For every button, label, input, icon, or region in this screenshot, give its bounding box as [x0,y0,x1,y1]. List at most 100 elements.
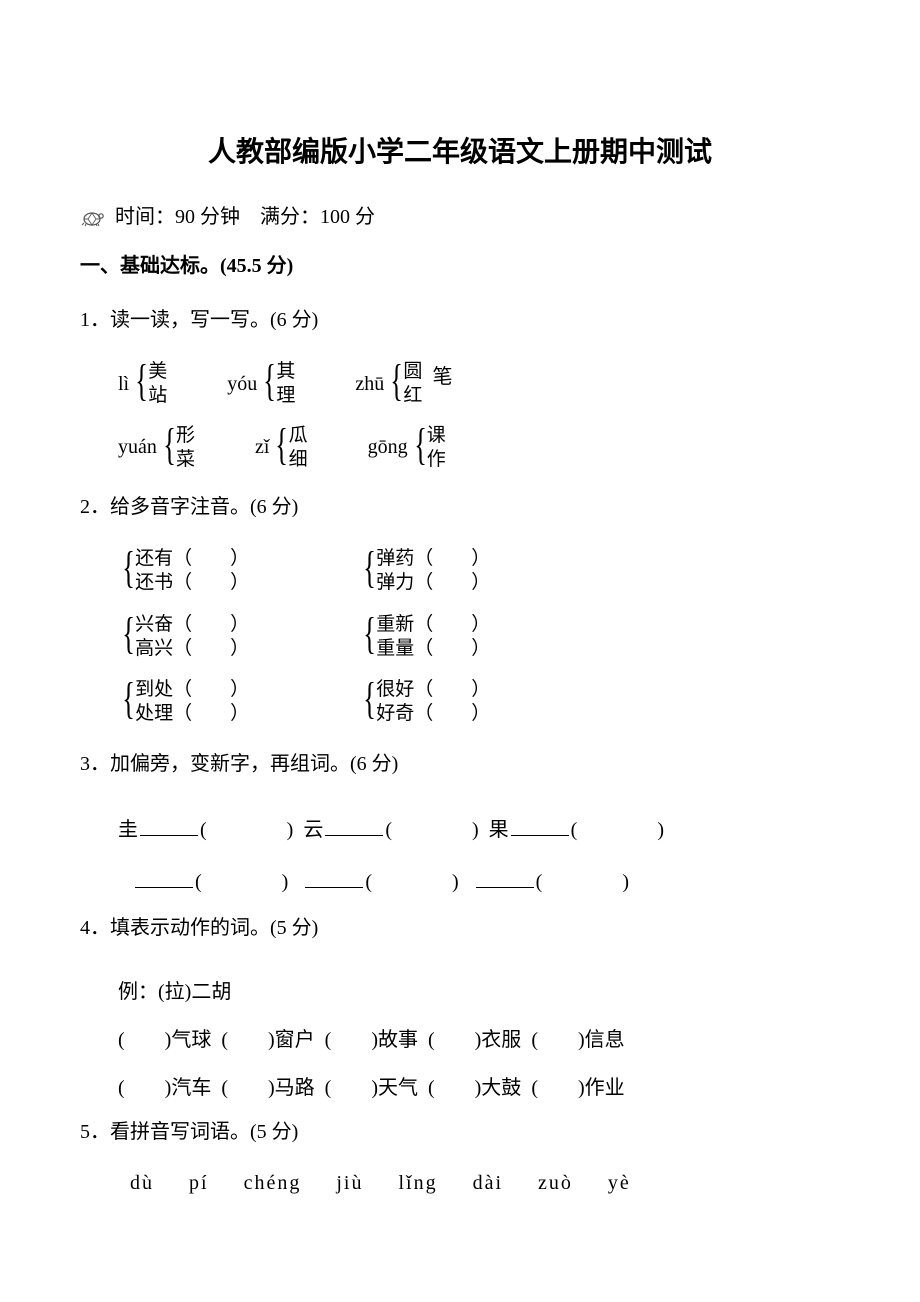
blank[interactable] [511,815,569,836]
q1-top: 圆 [403,360,422,384]
q5-pinyin: dù [130,1172,154,1194]
page-title: 人教部编版小学二年级语文上册期中测试 [80,130,840,170]
q2-top: 兴奋（ ） [135,613,249,637]
brace-icon: { [363,612,376,656]
q4-row-1: ( )气球 ( )窗户 ( )故事 ( )衣服 ( )信息 [80,1016,840,1064]
q2-item: { 很好（ ） 好奇（ ） [359,678,490,726]
q1-bottom: 理 [276,384,295,408]
blank[interactable] [325,815,383,836]
q4-item: ( )天气 [325,1077,418,1099]
q1-prefix: gōng [368,436,408,459]
q1-row-2: yuán { 形 菜 zǐ { 瓜 细 gōng { 课 作 [80,424,840,472]
q5-pinyin-row: dù pí chéng jiù lǐng dài zuò yè [80,1172,840,1195]
q1-prefix: zǐ [255,436,269,459]
q2-item: { 还有（ ） 还书（ ） [118,547,249,595]
brace-icon: { [122,677,135,721]
q5-pinyin: chéng [244,1172,302,1194]
q2-item: { 兴奋（ ） 高兴（ ） [118,613,249,661]
q1-bottom: 细 [289,448,308,472]
brace-icon: { [135,359,148,403]
q1-suffix: 笔 [432,360,452,389]
q1-prefix: yuán [118,436,157,459]
q5-heading: 5．看拼音写词语。(5 分) [80,1112,840,1152]
q2-bottom: 重量（ ） [376,637,490,661]
full-value: 100 分 [320,206,375,228]
q1-bottom: 作 [427,448,446,472]
q3-heading: 3．加偏旁，变新字，再组词。(6 分) [80,744,840,784]
q4-item: ( )马路 [221,1077,314,1099]
q1-top: 课 [427,424,446,448]
turtle-icon [80,207,104,229]
q2-row: { 兴奋（ ） 高兴（ ） { 重新（ ） 重量（ ） [80,613,840,661]
q2-item: { 弹药（ ） 弹力（ ） [359,547,490,595]
brace-icon: { [122,612,135,656]
q2-top: 重新（ ） [376,613,490,637]
q2-row: { 到处（ ） 处理（ ） { 很好（ ） 好奇（ ） [80,678,840,726]
q4-heading: 4．填表示动作的词。(5 分) [80,908,840,948]
q5-pinyin: lǐng [398,1172,437,1194]
q1-item: zǐ { 瓜 细 [255,424,308,472]
q1-heading: 1．读一读，写一写。(6 分) [80,300,840,340]
q2-bottom: 好奇（ ） [376,702,490,726]
q5-pinyin: jiù [336,1172,363,1194]
blank[interactable] [305,867,363,888]
q3-char-3: 果 [489,819,509,841]
brace-icon: { [122,546,135,590]
q5-pinyin: zuò [538,1172,573,1194]
q2-bottom: 弹力（ ） [376,571,490,595]
full-label: 满分： [260,206,320,228]
q2-heading: 2．给多音字注音。(6 分) [80,487,840,527]
q2-top: 很好（ ） [376,678,490,702]
q4-item: ( )气球 [118,1029,211,1051]
q3-char-1: 圭 [118,819,138,841]
q1-top: 形 [176,424,195,448]
q1-top: 瓜 [289,424,308,448]
q2-item: { 到处（ ） 处理（ ） [118,678,249,726]
q5-pinyin: yè [608,1172,631,1194]
q2-bottom: 还书（ ） [135,571,249,595]
blank[interactable] [476,867,534,888]
q1-prefix: lì [118,373,129,396]
q4-example: 例：(拉)二胡 [80,968,840,1016]
q2-top: 还有（ ） [135,547,249,571]
brace-icon: { [276,423,289,467]
brace-icon: { [263,359,276,403]
q5-pinyin: pí [189,1172,209,1194]
q1-bottom: 菜 [176,448,195,472]
q1-top: 美 [148,360,167,384]
q2-row: { 还有（ ） 还书（ ） { 弹药（ ） 弹力（ ） [80,547,840,595]
q2-item: { 重新（ ） 重量（ ） [359,613,490,661]
q1-item: yóu { 其 理 [227,360,295,408]
q3-char-2: 云 [303,819,323,841]
q1-item: zhū { 圆 红 笔 [355,360,452,408]
blank[interactable] [135,867,193,888]
q4-item: ( )作业 [531,1077,624,1099]
q4-item: ( )窗户 [221,1029,314,1051]
q2-bottom: 处理（ ） [135,702,249,726]
q5-pinyin: dài [473,1172,503,1194]
brace-icon: { [363,677,376,721]
q4-item: ( )信息 [531,1029,624,1051]
q1-row-1: lì { 美 站 yóu { 其 理 zhū { 圆 红 笔 [80,360,840,408]
q1-top: 其 [276,360,295,384]
q4-row-2: ( )汽车 ( )马路 ( )天气 ( )大鼓 ( )作业 [80,1064,840,1112]
brace-icon: { [414,423,427,467]
time-label: 时间： [115,206,175,228]
q1-item: yuán { 形 菜 [118,424,195,472]
q4-item: ( )汽车 [118,1077,211,1099]
section-1-heading: 一、基础达标。(45.5 分) [80,249,840,278]
q2-top: 到处（ ） [135,678,249,702]
q4-item: ( )故事 [325,1029,418,1051]
q1-item: gōng { 课 作 [368,424,446,472]
time-value: 90 分钟 [175,206,240,228]
q1-prefix: zhū [355,373,384,396]
q1-bottom: 红 [403,384,422,408]
q2-bottom: 高兴（ ） [135,637,249,661]
brace-icon: { [163,423,176,467]
q1-prefix: yóu [227,373,257,396]
q1-item: lì { 美 站 [118,360,167,408]
meta-line: 时间：90 分钟 满分：100 分 [80,200,840,229]
blank[interactable] [140,815,198,836]
q4-item: ( )衣服 [428,1029,521,1051]
q3-row-1: 圭( ) 云( ) 果( ) [80,804,840,856]
